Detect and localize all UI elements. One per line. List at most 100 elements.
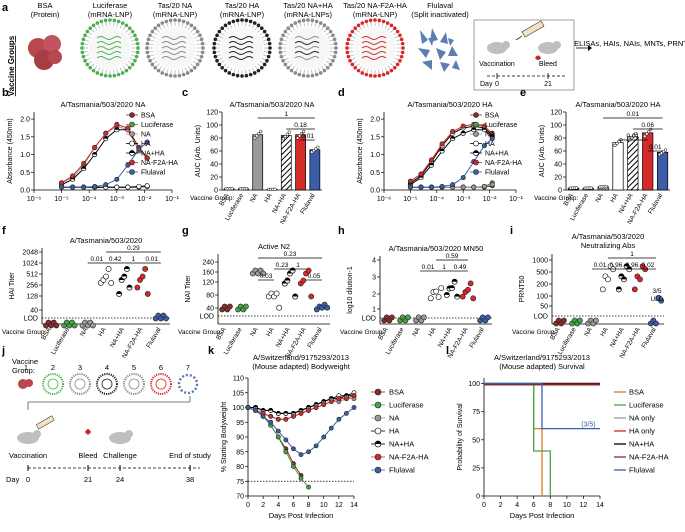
lipid-head <box>310 73 315 78</box>
mrna-strand <box>228 46 254 50</box>
marker-ha <box>374 427 382 435</box>
mrna-strand <box>161 51 187 55</box>
panel-letter-j: j <box>1 345 5 357</box>
y-tick-label: 40 <box>554 162 562 169</box>
lipid-head <box>99 72 104 77</box>
lnp-icon <box>212 18 272 78</box>
lipid-head <box>223 23 228 28</box>
group-name: Tas/20 NA+HA <box>283 1 332 10</box>
x-tick-label: 10⁻¹ <box>165 196 179 203</box>
mrna-strand <box>96 51 122 55</box>
marker-nafaha <box>70 173 76 179</box>
readouts-line: ELISAs, HAIs, NAIs, MNTs, PRNT50s <box>574 39 685 48</box>
marker-nafaha <box>459 293 466 300</box>
lipid-head <box>201 46 205 50</box>
lipid-head <box>350 62 355 67</box>
marker-half <box>103 136 108 139</box>
lipid-head <box>130 62 135 67</box>
mrna-strand <box>228 41 254 45</box>
marker-nafaha <box>300 277 307 284</box>
panel-letter-l: l <box>446 345 449 357</box>
lnp-icon <box>345 18 405 78</box>
marker-nafaha <box>418 171 424 177</box>
lipid-head <box>356 68 361 73</box>
y-tick-label: 120 <box>206 110 218 117</box>
data-point <box>604 184 608 189</box>
y-tick-label: 80 <box>210 136 218 143</box>
lipid-head <box>124 23 129 28</box>
marker-flulaval <box>344 410 349 416</box>
lipid-head <box>213 54 218 59</box>
marker-na <box>260 270 267 277</box>
lipid-head <box>212 46 216 50</box>
data-point <box>645 132 649 136</box>
y-tick-label: 1.5 <box>20 134 30 141</box>
y-tick-label: 95 <box>236 420 244 427</box>
lipid-head <box>399 37 404 42</box>
data-point <box>615 141 619 146</box>
lipid-head <box>177 73 182 78</box>
lipid-head <box>283 62 288 67</box>
lipid-head <box>120 71 125 75</box>
marker-half <box>284 277 290 281</box>
x-tick-label: 12 <box>580 502 588 509</box>
lnp-icon <box>42 373 64 395</box>
lipid-head <box>322 23 327 28</box>
marker-ha <box>599 286 606 293</box>
panel-letter-e: e <box>520 87 526 99</box>
lnp-icon <box>145 18 205 78</box>
vaccine-label: Vaccine <box>12 357 38 366</box>
group-sub: (mRNA-LNP) <box>220 10 265 19</box>
lipid-head <box>181 19 186 24</box>
panel-letter-c: c <box>182 87 188 99</box>
y-tick-label: 1024 <box>22 261 38 268</box>
mouse-icon <box>538 41 561 54</box>
j-day: 38 <box>186 475 194 484</box>
y-axis-label: HAI Titer <box>9 272 16 300</box>
readouts-text: ELISAs, HAIs, NAIs, MNTs, PRNT50s <box>574 39 685 48</box>
y-axis-label: % Starting Bodyweight <box>221 402 228 472</box>
lipid-head <box>318 21 323 25</box>
x-tick-label: 10⁻⁴ <box>82 196 97 203</box>
marker-na <box>90 322 96 329</box>
lipid-head <box>150 29 155 34</box>
marker-flulaval <box>268 419 274 425</box>
marker-ha <box>438 285 445 291</box>
lipid-head <box>80 41 85 46</box>
lipid-head <box>401 46 405 50</box>
y-tick-label: 4 <box>372 258 376 265</box>
lipid-head <box>108 18 112 22</box>
lipid-head <box>235 73 240 78</box>
lipid-head <box>85 29 90 34</box>
legend-label: NA <box>485 132 495 139</box>
j-event-challenge: Challenge <box>103 451 137 460</box>
marker-na <box>593 317 599 324</box>
lipid-head <box>281 33 285 38</box>
timeline-day-label: Day <box>480 81 493 88</box>
marker-ha <box>435 294 442 300</box>
timeline-day21: 21 <box>544 81 552 88</box>
y-tick-label: 120 <box>202 280 214 287</box>
lipid-head <box>124 68 129 73</box>
lipid-head <box>306 18 310 22</box>
marker-nafaha <box>328 399 334 404</box>
lipid-head <box>81 54 86 59</box>
survival-annotation: (3/5) <box>581 422 595 429</box>
lipid-head <box>248 72 253 77</box>
lod-label: LOD <box>534 314 548 321</box>
lipid-head <box>377 73 382 78</box>
marker-nafaha <box>129 159 135 166</box>
marker-luciferase <box>404 314 411 321</box>
group-sub: (Split inactivated) <box>411 10 469 19</box>
marker-na <box>460 184 466 190</box>
x-axis-label: Days Post Infection <box>510 511 575 520</box>
lipid-head <box>198 33 202 38</box>
marker-half <box>276 411 281 414</box>
mrna-strand <box>161 36 187 40</box>
marker-na-ha <box>268 408 274 413</box>
vaccine-group-label: Vaccine Group: <box>178 329 223 336</box>
data-point <box>253 136 257 140</box>
mrna-strand <box>96 36 122 40</box>
marker-luciferase <box>306 484 311 490</box>
marker-flulaval <box>283 437 289 443</box>
